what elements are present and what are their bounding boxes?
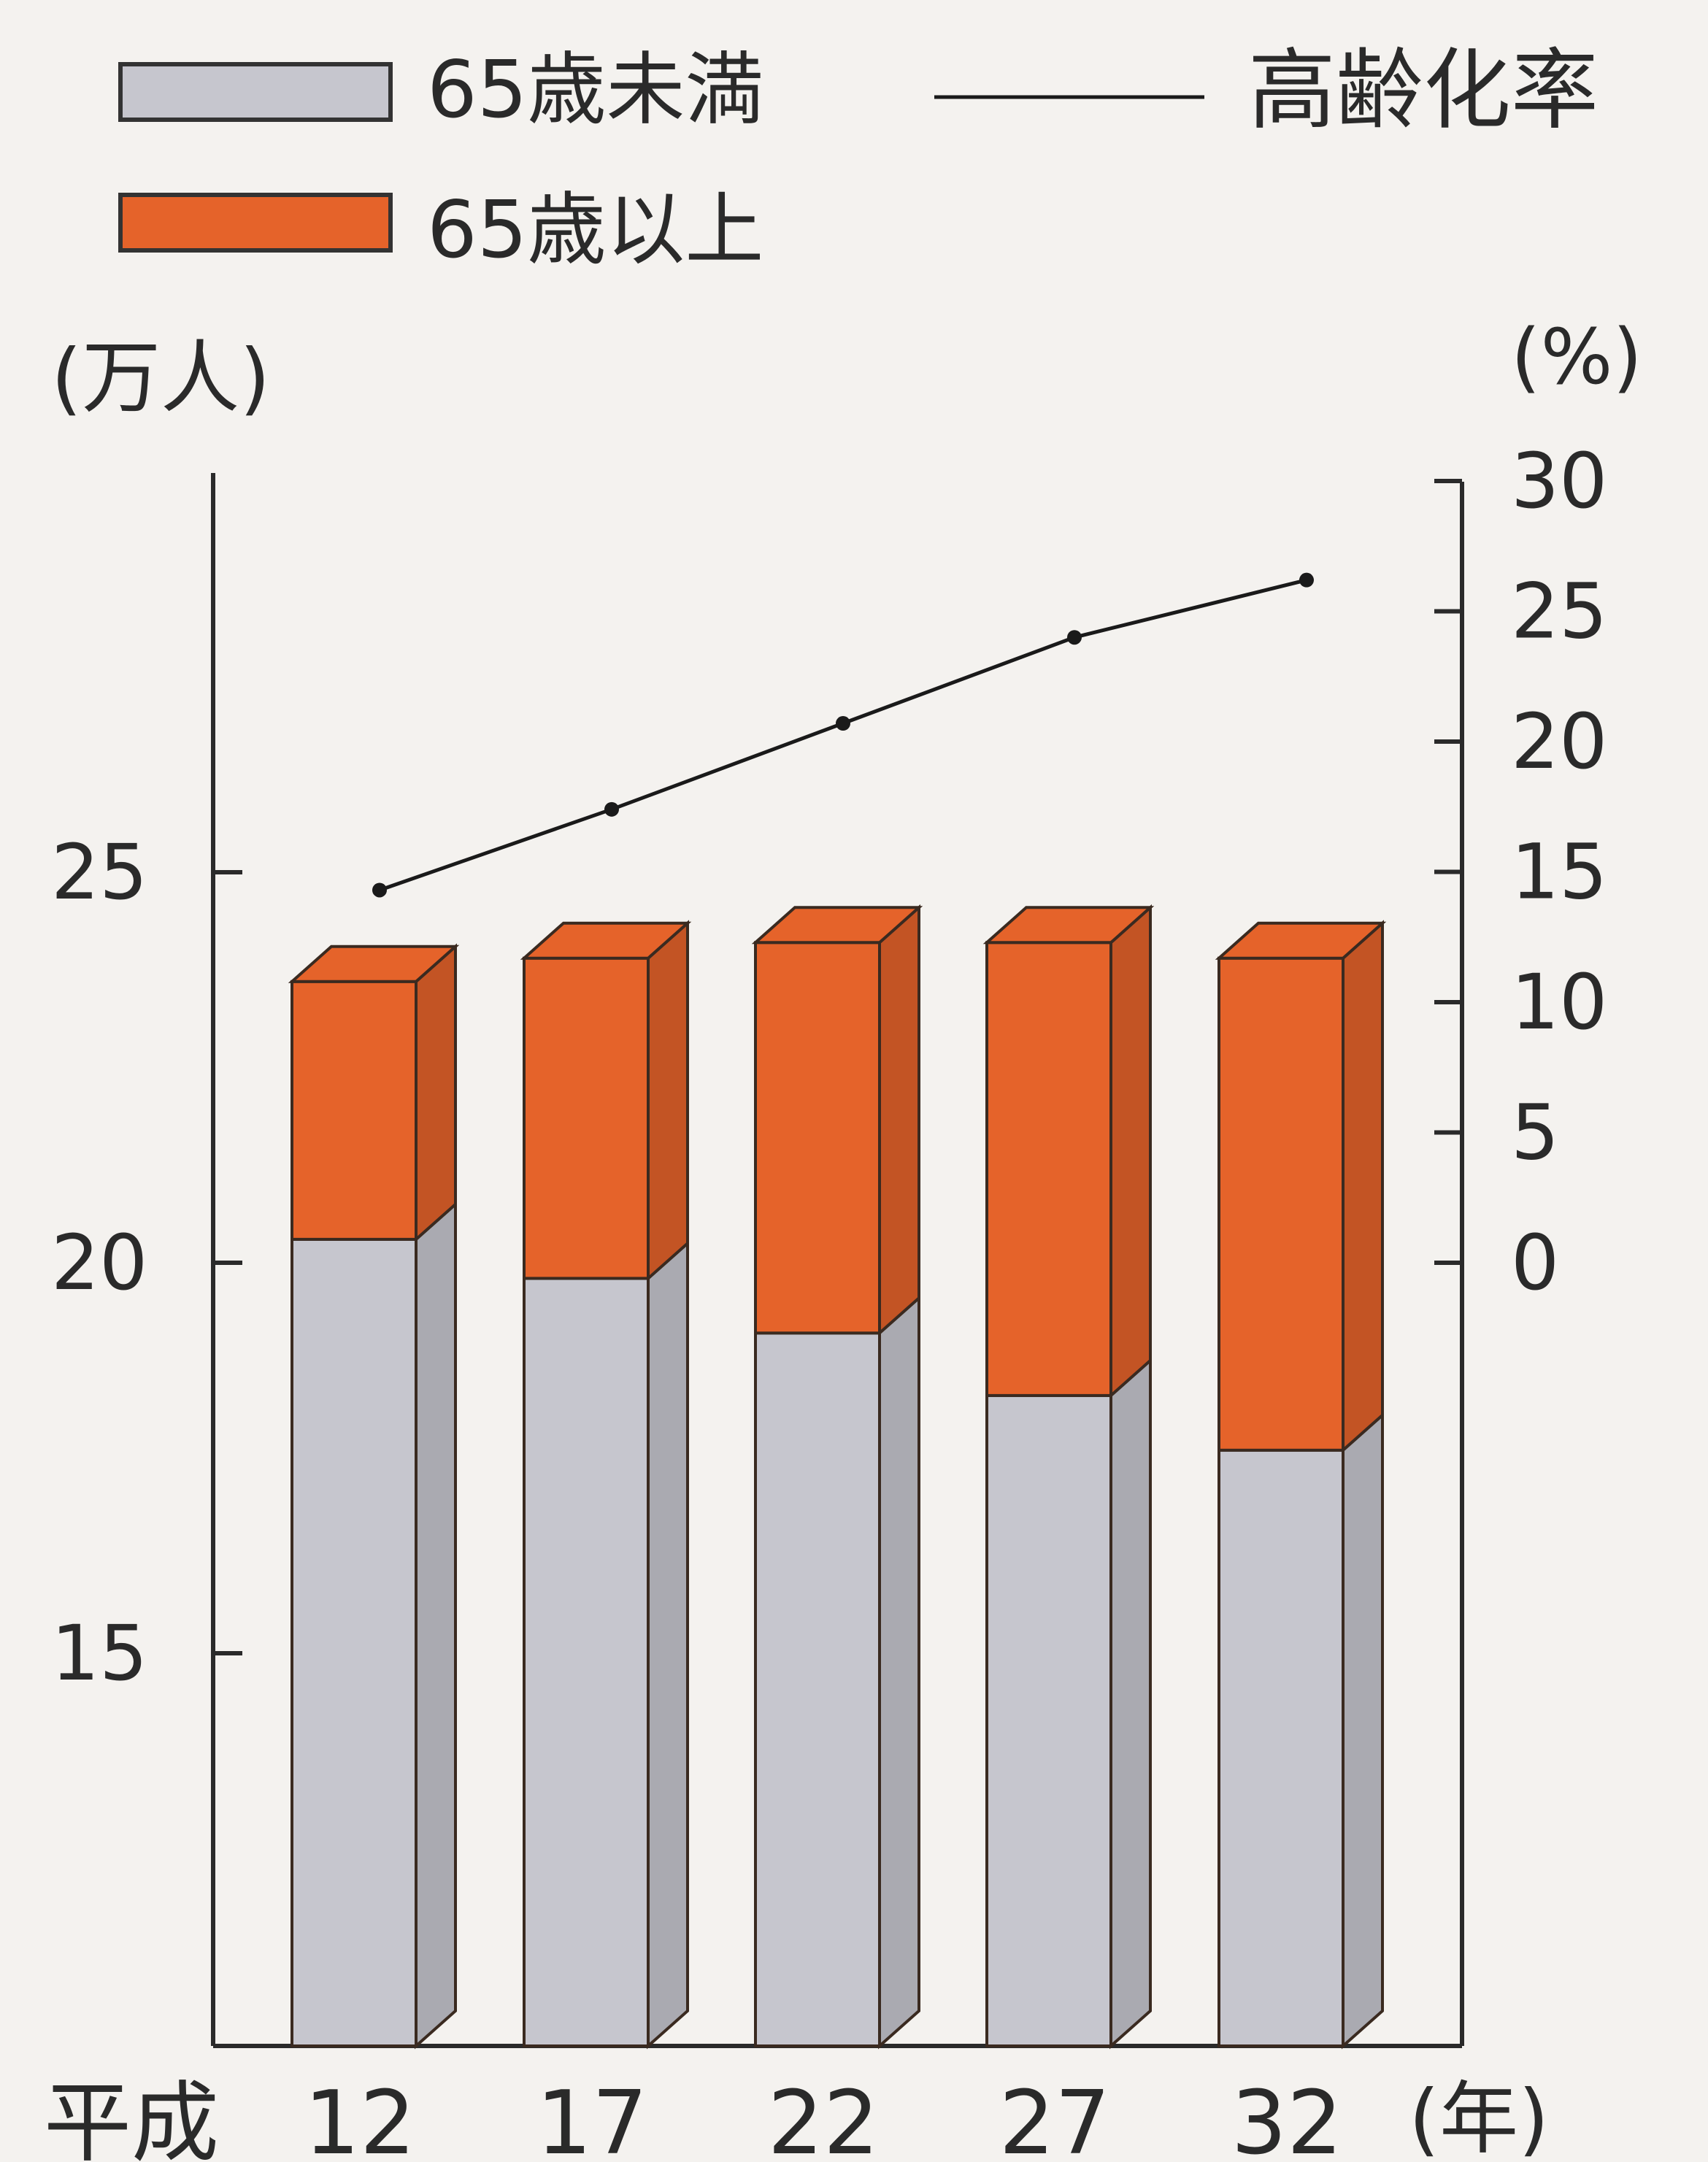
x-category-label: 12 bbox=[304, 2073, 416, 2162]
y-right-tick-label: 25 bbox=[1511, 567, 1607, 656]
bar-65plus-top bbox=[982, 906, 1155, 945]
y-right-ticks: 0 5 10 15 20 25 30 bbox=[1434, 436, 1607, 1307]
bar-under65-side bbox=[1342, 1412, 1384, 2050]
bar-under65 bbox=[291, 1237, 418, 2047]
aging-rate-point bbox=[372, 882, 387, 898]
legend-swatch-65plus bbox=[118, 193, 393, 253]
x-category-label: 17 bbox=[536, 2073, 648, 2162]
bar-65plus-top bbox=[751, 906, 923, 945]
bar-under65-side bbox=[415, 1201, 457, 2050]
x-category-label: 27 bbox=[999, 2073, 1111, 2162]
y-right-tick-label: 30 bbox=[1511, 436, 1607, 526]
bar-under65-side bbox=[878, 1294, 920, 2050]
aging-rate-point bbox=[1299, 572, 1314, 588]
bar-65plus-side bbox=[878, 904, 920, 1336]
y-right-tick-label: 5 bbox=[1511, 1088, 1559, 1177]
bars bbox=[288, 904, 1387, 2050]
bar-65plus-top bbox=[288, 945, 460, 983]
aging-rate-polyline bbox=[379, 578, 1307, 892]
legend: 65歳未満 高齢化率 65歳以上 bbox=[118, 40, 1599, 276]
y-left-tick-label: 20 bbox=[51, 1218, 147, 1307]
aging-rate-point bbox=[836, 716, 850, 731]
bar-under65-side bbox=[647, 1239, 689, 2050]
y-left-tick-label: 25 bbox=[51, 828, 147, 917]
bar-under65-side bbox=[1109, 1357, 1152, 2050]
y-right-unit-label: (%) bbox=[1511, 312, 1642, 401]
legend-label-aging-rate: 高齢化率 bbox=[1248, 40, 1599, 142]
y-left-unit-label: (万人) bbox=[51, 333, 270, 424]
y-right-tick-label: 10 bbox=[1511, 958, 1607, 1047]
bar-65plus bbox=[523, 956, 650, 1280]
bar-under65 bbox=[754, 1331, 881, 2048]
y-left-tick-label: 15 bbox=[51, 1609, 147, 1698]
bar-65plus-top bbox=[1215, 921, 1387, 960]
y-right-tick-label: 0 bbox=[1511, 1218, 1559, 1307]
legend-swatch-under65 bbox=[118, 62, 393, 122]
bar-under65 bbox=[1217, 1448, 1345, 2048]
legend-label-65plus: 65歳以上 bbox=[427, 185, 763, 276]
x-category-label: 22 bbox=[768, 2073, 880, 2162]
bar-65plus-side bbox=[1342, 920, 1384, 1454]
bar-65plus bbox=[754, 941, 881, 1335]
aging-rate-line bbox=[372, 572, 1314, 898]
bar-under65 bbox=[985, 1393, 1112, 2047]
bar-under65 bbox=[523, 1277, 650, 2047]
aging-rate-point bbox=[1067, 630, 1082, 645]
aging-rate-point bbox=[604, 801, 619, 817]
y-right-tick-label: 15 bbox=[1511, 828, 1607, 917]
legend-label-under65: 65歳未満 bbox=[427, 45, 763, 136]
bar-65plus-side bbox=[647, 920, 689, 1282]
bar-65plus bbox=[1217, 956, 1345, 1452]
x-category-label: 32 bbox=[1231, 2073, 1343, 2162]
bar-65plus-top bbox=[520, 921, 692, 960]
y-left-ticks: 15 20 25 bbox=[51, 828, 242, 1698]
x-axis-era-label: 平成 bbox=[44, 2073, 219, 2162]
bar-65plus bbox=[291, 980, 418, 1241]
bar-65plus-side bbox=[1109, 904, 1152, 1399]
x-axis-unit-label: (年) bbox=[1409, 2074, 1549, 2162]
y-right-tick-label: 20 bbox=[1511, 697, 1607, 786]
bar-65plus bbox=[985, 941, 1112, 1397]
x-axis-labels: 12 17 22 27 32 bbox=[304, 2073, 1343, 2162]
bar-65plus-side bbox=[415, 943, 457, 1243]
